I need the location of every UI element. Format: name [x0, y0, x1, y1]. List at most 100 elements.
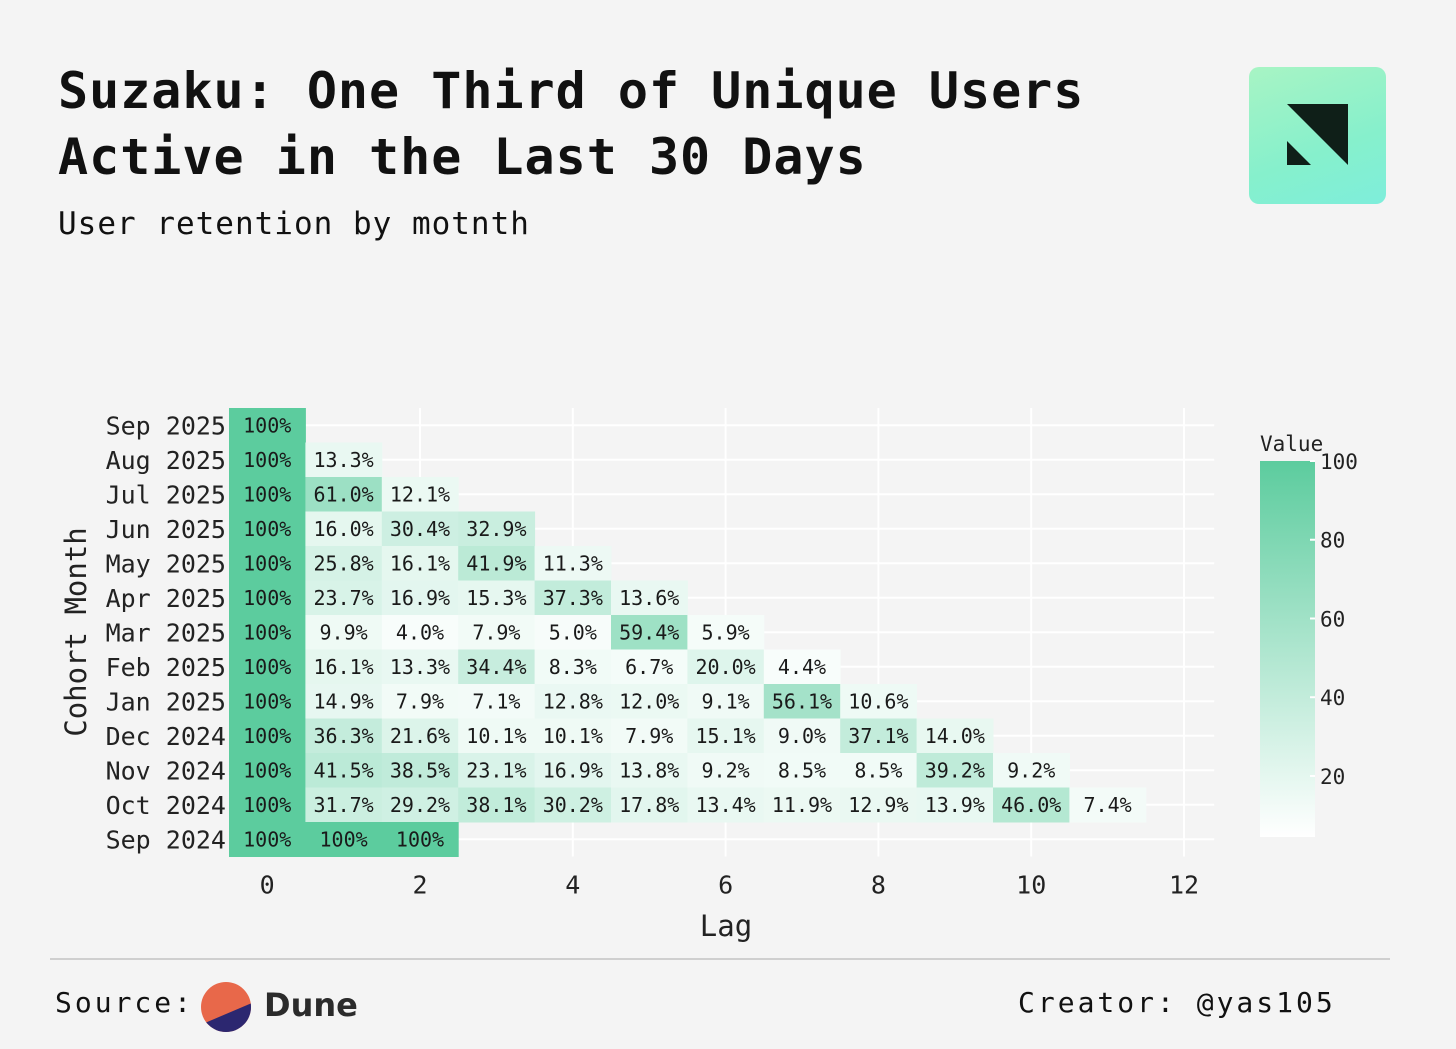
heatmap-cell — [611, 718, 688, 754]
heatmap-cell — [381, 822, 459, 857]
cell-label: 16.1% — [313, 655, 373, 679]
cell-label: 7.4% — [1084, 793, 1132, 817]
heatmap-cell — [305, 442, 383, 478]
cell-label: 36.3% — [313, 724, 373, 748]
cell-label: 100% — [243, 689, 291, 713]
cell-label: 9.2% — [1007, 758, 1055, 782]
y-tick-label: Sep 2024 — [106, 825, 226, 854]
y-tick-label: Sep 2025 — [106, 411, 226, 440]
heatmap-cell — [1069, 787, 1147, 823]
cell-label: 100% — [243, 724, 291, 748]
heatmap-cell — [229, 684, 306, 719]
heatmap-cell — [534, 684, 612, 719]
heatmap-cell — [229, 511, 306, 547]
legend-ticks: 20 40 60 80 100 — [1310, 450, 1358, 789]
heatmap-cell — [611, 580, 688, 616]
heatmap-cell — [381, 546, 459, 581]
x-tick-label: 4 — [565, 871, 580, 900]
heatmap-cell — [229, 477, 306, 512]
heatmap-cell — [305, 649, 383, 685]
heatmap-cell — [534, 787, 612, 823]
heatmap-cell — [534, 753, 612, 788]
legend-tick-label: 100 — [1320, 450, 1358, 474]
heatmap-cell — [611, 684, 688, 719]
cell-label: 23.7% — [313, 586, 373, 610]
cell-label: 100% — [243, 827, 291, 851]
cell-label: 8.5% — [778, 758, 826, 782]
color-legend: Value 20 40 60 80 100 — [1260, 432, 1358, 837]
heatmap-cell — [687, 787, 765, 823]
cell-label: 25.8% — [313, 551, 373, 575]
heatmap-cell — [381, 511, 459, 547]
heatmap-cell — [458, 718, 536, 754]
cell-label: 13.3% — [390, 655, 450, 679]
cell-label: 16.9% — [390, 586, 450, 610]
heatmap-cell — [458, 753, 536, 788]
cell-label: 16.1% — [390, 551, 450, 575]
x-tick-label: 2 — [412, 871, 427, 900]
x-tick-label: 12 — [1169, 871, 1199, 900]
legend-tick-label: 60 — [1320, 607, 1345, 631]
y-tick-label: Apr 2025 — [106, 584, 226, 613]
legend-tick-label: 20 — [1320, 765, 1345, 789]
cell-label: 9.9% — [320, 620, 368, 644]
cell-label: 15.3% — [466, 586, 526, 610]
heatmap-cell — [381, 580, 459, 616]
cell-label: 100% — [243, 793, 291, 817]
heatmap-cell — [305, 580, 383, 616]
heatmap-cell — [687, 649, 765, 685]
legend-tick-label: 80 — [1320, 529, 1345, 553]
cell-label: 20.0% — [695, 655, 755, 679]
cell-label: 10.6% — [848, 689, 908, 713]
cell-label: 31.7% — [313, 793, 373, 817]
y-tick-label: Jan 2025 — [106, 687, 226, 716]
heatmap-cell — [305, 684, 383, 719]
heatmap-cell — [763, 787, 841, 823]
cell-label: 46.0% — [1001, 793, 1061, 817]
cell-label: 8.5% — [854, 758, 902, 782]
cell-label: 16.9% — [543, 758, 603, 782]
heatmap-cell — [229, 615, 306, 650]
cell-label: 13.6% — [619, 586, 679, 610]
cell-label: 100% — [396, 827, 444, 851]
cell-label: 10.1% — [466, 724, 526, 748]
cell-label: 100% — [243, 482, 291, 506]
heatmap-cell — [305, 718, 383, 754]
cell-label: 9.1% — [702, 689, 750, 713]
y-tick-label: Nov 2024 — [106, 756, 226, 785]
heatmap-cell — [611, 753, 688, 788]
brand-logo — [1249, 67, 1386, 204]
heatmap-cell — [305, 787, 383, 823]
heatmap-cell — [687, 718, 765, 754]
cell-label: 61.0% — [313, 482, 373, 506]
heatmap-cell — [916, 787, 994, 823]
heatmap-cell — [993, 787, 1070, 823]
heatmap-cell — [611, 787, 688, 823]
x-tick-label: 10 — [1016, 871, 1046, 900]
heatmap-cell — [534, 649, 612, 685]
cell-label: 5.0% — [549, 620, 597, 644]
cell-label: 16.0% — [313, 517, 373, 541]
y-tick-label: Oct 2024 — [106, 791, 226, 820]
cell-label: 100% — [243, 413, 291, 437]
heatmap-cell — [534, 546, 612, 581]
heatmap-cell — [534, 580, 612, 616]
heatmap-cell — [305, 477, 383, 512]
cell-label: 100% — [243, 758, 291, 782]
cell-label: 100% — [243, 655, 291, 679]
cell-label: 11.3% — [543, 551, 603, 575]
heatmap-cell — [916, 753, 994, 788]
cell-label: 7.9% — [625, 724, 673, 748]
y-tick-label: Feb 2025 — [106, 653, 226, 682]
title-brand: Suzaku: — [58, 62, 276, 120]
cell-label: 7.1% — [472, 689, 520, 713]
legend-title: Value — [1260, 432, 1323, 456]
retention-heatmap: 100% 100% 13.3% 100% 61.0% 12.1% 100% 16.0% 30.4… — [59, 408, 1358, 943]
cell-label: 37.3% — [543, 586, 603, 610]
y-tick-label: May 2025 — [106, 549, 226, 578]
cell-label: 59.4% — [619, 620, 679, 644]
cell-label: 39.2% — [925, 758, 985, 782]
cell-label: 23.1% — [466, 758, 526, 782]
heatmap-cell — [381, 787, 459, 823]
heatmap-cell — [381, 684, 459, 719]
